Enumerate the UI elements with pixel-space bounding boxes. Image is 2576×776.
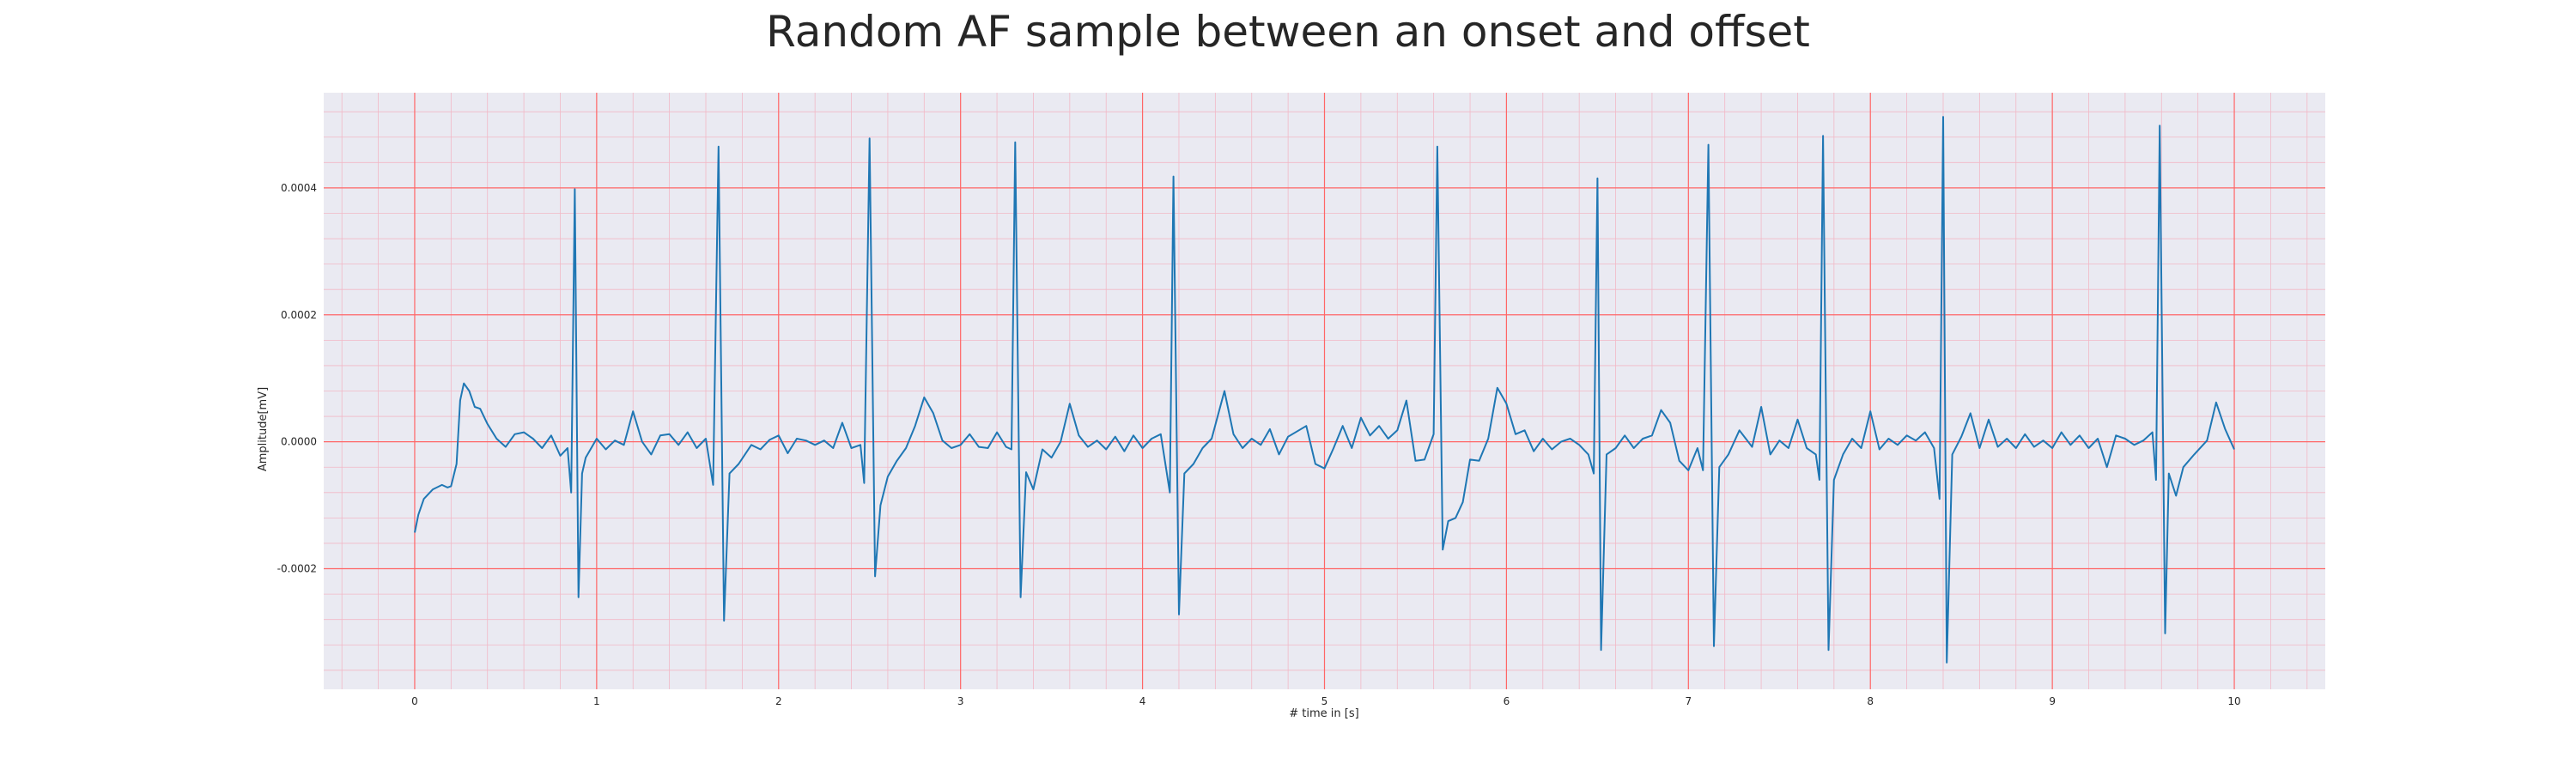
series-line (414, 116, 2235, 664)
x-tick-label: 8 (1867, 695, 1874, 707)
y-tick-label: -0.0002 (277, 563, 317, 575)
x-tick-label: 5 (1321, 695, 1328, 707)
x-tick-label: 0 (411, 695, 418, 707)
y-tick-label: 0.0002 (281, 309, 317, 321)
x-tick-label: 2 (775, 695, 782, 707)
x-axis-label: # time in [s] (1289, 707, 1358, 720)
tick-labels: 0 1 2 3 4 5 6 7 8 9 10 -0.0002 0.0000 0.0002 0.0004 (277, 182, 2241, 707)
x-tick-label: 10 (2227, 695, 2240, 707)
x-tick-label: 7 (1685, 695, 1692, 707)
x-tick-label: 4 (1139, 695, 1146, 707)
chart-title: Random AF sample between an onset and of… (766, 7, 1810, 57)
y-axis-label: Amplitude[mV] (257, 387, 270, 471)
x-tick-label: 9 (2049, 695, 2056, 707)
y-tick-label: 0.0004 (281, 182, 317, 194)
x-tick-label: 3 (957, 695, 964, 707)
x-tick-label: 6 (1504, 695, 1510, 707)
y-tick-label: 0.0000 (281, 436, 317, 448)
x-tick-label: 1 (593, 695, 600, 707)
